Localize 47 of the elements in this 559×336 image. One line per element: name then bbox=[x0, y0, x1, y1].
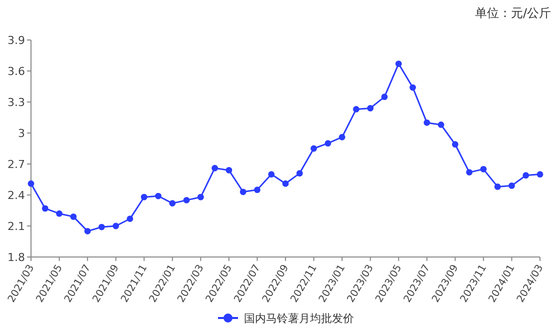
point bbox=[536, 171, 544, 178]
y-tick-label: 2.1 bbox=[8, 220, 25, 233]
point bbox=[70, 214, 77, 220]
y-tick-label: 1.8 bbox=[8, 251, 25, 264]
point bbox=[140, 194, 148, 200]
point bbox=[410, 84, 416, 91]
point bbox=[126, 216, 134, 222]
point bbox=[197, 194, 204, 200]
point bbox=[508, 182, 515, 189]
point bbox=[240, 188, 246, 196]
point bbox=[183, 196, 190, 204]
y-tick-label: 3.6 bbox=[8, 65, 25, 78]
point bbox=[282, 180, 289, 187]
point bbox=[466, 169, 473, 176]
y-tick-label: 2.7 bbox=[8, 158, 25, 171]
point bbox=[268, 171, 275, 178]
point bbox=[42, 205, 48, 212]
y-tick-label: 2.4 bbox=[8, 189, 25, 202]
point bbox=[381, 94, 388, 100]
y-tick-label: 3.3 bbox=[8, 96, 25, 109]
point bbox=[226, 167, 232, 174]
point bbox=[28, 180, 34, 187]
point bbox=[112, 222, 120, 230]
point bbox=[310, 145, 317, 152]
point bbox=[84, 228, 91, 234]
point bbox=[56, 210, 62, 217]
point bbox=[395, 60, 402, 67]
point bbox=[452, 141, 458, 148]
point bbox=[338, 134, 346, 140]
point bbox=[522, 172, 530, 179]
y-tick-label: 3 bbox=[18, 127, 25, 140]
point bbox=[212, 164, 218, 172]
point bbox=[296, 170, 303, 176]
point bbox=[155, 192, 162, 200]
point bbox=[324, 140, 332, 147]
point bbox=[254, 186, 260, 194]
point bbox=[424, 119, 430, 126]
point bbox=[169, 200, 176, 206]
y-tick-label: 3.9 bbox=[8, 34, 25, 47]
point bbox=[352, 106, 360, 112]
point bbox=[98, 224, 105, 230]
point bbox=[438, 122, 444, 128]
point bbox=[494, 184, 501, 190]
point bbox=[367, 105, 374, 112]
legend-label: 国内马铃薯月均批发价 bbox=[244, 312, 354, 325]
text: 单位：元/公斤 bbox=[474, 6, 551, 20]
point bbox=[480, 166, 487, 172]
